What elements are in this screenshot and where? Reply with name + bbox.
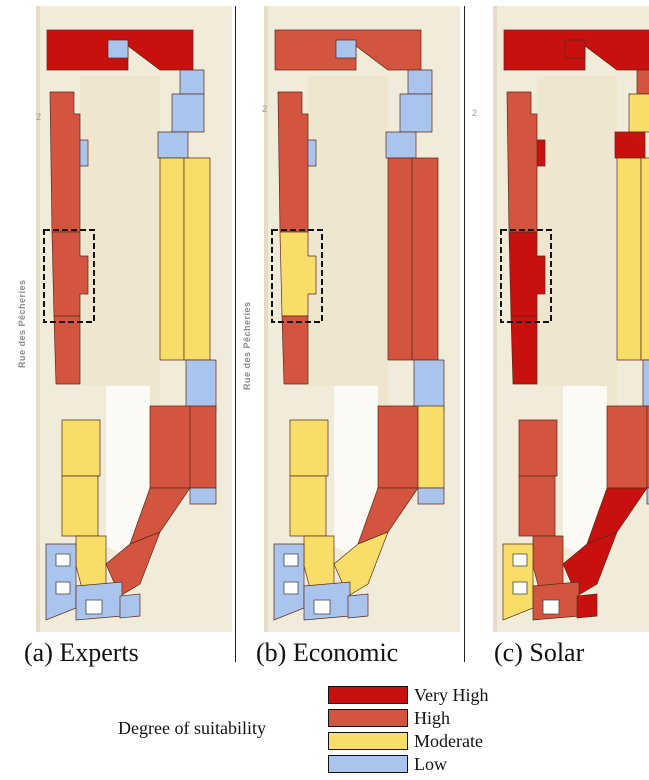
courtyard-window-0 [283,553,299,567]
building-right-top-small-3 [385,131,417,159]
building-right-long-2 [640,157,649,361]
courtyard-window-1 [512,581,528,595]
building-bottom-small [347,593,369,619]
highlight-box [500,229,552,323]
building-left-bottom-2 [289,475,327,537]
house-number-b: 2 [262,104,268,114]
courtyard-window-2 [85,599,103,615]
legend-label-moderate: Moderate [414,730,483,751]
building-left-lower [53,315,81,385]
building-left-bottom-2 [61,475,99,537]
street-edge [264,6,268,632]
legend-swatch-very-high [328,686,408,704]
building-curve-2 [562,531,618,597]
courtyard-window-0 [55,553,71,567]
building-right-lower-1 [149,405,191,489]
building-left-bottom-1 [518,419,558,477]
building-right-lower-1 [377,405,419,489]
building-right-top-small-3 [614,131,646,159]
building-right-top-small-2 [399,93,433,133]
building-left-lower [510,315,538,385]
building-left-bottom-1 [61,419,101,477]
map-experts [10,6,217,632]
house-number-c: 2 [472,108,478,118]
building-right-mid-small [642,359,649,411]
panel-experts [10,6,232,632]
house-number-a: 2 [36,112,42,122]
street-label-b: Rue des Pêcheries [242,301,252,390]
separator-2 [464,6,465,662]
building-right-lower-1 [606,405,648,489]
courtyard [80,76,160,416]
building-right-top-small-1 [636,69,649,95]
courtyard-window-2 [313,599,331,615]
building-left-upper [506,91,538,233]
building-right-top-small-2 [171,93,205,133]
map-economic [238,6,445,632]
courtyard-window-0 [512,553,528,567]
building-right-mid-small [413,359,445,411]
map-solar [467,6,649,632]
building-right-long-1 [616,157,642,361]
legend-item-high: High [328,707,450,729]
legend-item-moderate: Moderate [328,730,483,752]
building-bottom-small [119,593,141,619]
building-left-upper [277,91,309,233]
building-right-long-2 [183,157,211,361]
separator-1 [235,6,236,662]
building-right-top-small-3 [157,131,189,159]
street-strip [10,6,36,632]
legend-swatch-moderate [328,732,408,750]
courtyard [537,76,617,416]
street-label-a: Rue des Pêcheries [17,279,27,368]
panel-solar [467,6,649,632]
building-right-lower-2 [417,405,445,489]
legend-label-low: Low [414,753,447,774]
building-right-lower-2 [189,405,217,489]
building-right-long-1 [387,157,413,361]
building-right-long-2 [411,157,439,361]
legend-label-very-high: Very High [414,684,489,705]
building-right-top-small-2 [628,93,649,133]
building-top-court [564,39,586,59]
building-left-lower [281,315,309,385]
building-top-court [335,39,357,59]
building-curve-2 [105,531,161,597]
legend-swatch-low [328,755,408,773]
legend-title: Degree of suitability [118,718,266,738]
panel-economic [238,6,460,632]
building-bottom-small [576,593,598,619]
building-top-court [107,39,129,59]
courtyard-window-2 [542,599,560,615]
courtyard [308,76,388,416]
building-right-top-small-1 [179,69,205,95]
street-strip [238,6,264,632]
legend-swatch-high [328,709,408,727]
courtyard-window-1 [283,581,299,595]
street-edge [36,6,40,632]
legend-item-low: Low [328,753,447,775]
building-right-lower-small [417,487,445,505]
building-right-mid-small [185,359,217,411]
courtyard-window-1 [55,581,71,595]
caption-experts: (a) Experts [24,638,139,667]
caption-economic: (b) Economic [256,638,399,667]
building-left-bottom-1 [289,419,329,477]
building-right-long-1 [159,157,185,361]
legend-item-very-high: Very High [328,684,489,706]
building-curve-2 [333,531,389,597]
building-right-lower-small [189,487,217,505]
caption-solar: (c) Solar [494,638,585,667]
legend-label-high: High [414,707,450,728]
highlight-box [271,229,323,323]
building-left-bottom-2 [518,475,556,537]
building-right-top-small-1 [407,69,433,95]
street-strip [467,6,493,632]
building-left-upper [49,91,81,233]
highlight-box [43,229,95,323]
street-edge [493,6,497,632]
